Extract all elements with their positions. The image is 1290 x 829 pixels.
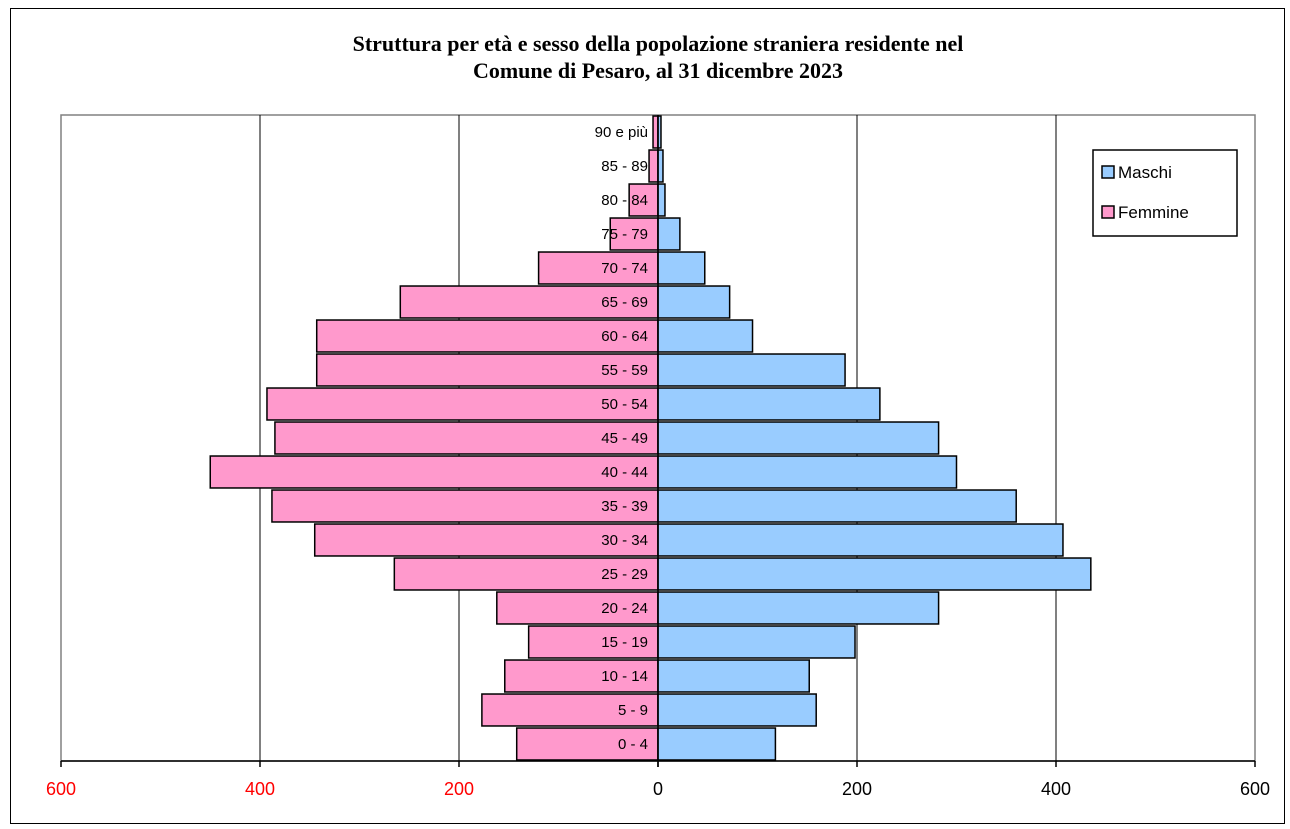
category-label: 55 - 59: [601, 362, 648, 379]
bar-femmine: [315, 353, 659, 387]
bar-maschi: [657, 421, 940, 455]
legend-label: Maschi: [1118, 163, 1172, 182]
category-label: 20 - 24: [601, 600, 648, 617]
category-label: 25 - 29: [601, 566, 648, 583]
bar-maschi: [657, 217, 681, 251]
category-label: 90 e più: [595, 124, 648, 141]
bar-femmine: [393, 557, 659, 591]
x-tick-label: 600: [46, 779, 76, 799]
x-tick-label: 200: [444, 779, 474, 799]
bar-femmine: [609, 217, 659, 251]
category-label: 30 - 34: [601, 532, 648, 549]
category-label: 70 - 74: [601, 260, 648, 277]
bar-femmine: [527, 625, 659, 659]
bars: [209, 115, 1092, 761]
bar-maschi: [657, 489, 1017, 523]
x-tick-label: 0: [653, 779, 663, 799]
x-tick-label: 600: [1240, 779, 1270, 799]
chart-title: Struttura per età e sesso della popolazi…: [0, 30, 1290, 84]
bar-femmine: [481, 693, 659, 727]
category-label: 35 - 39: [601, 498, 648, 515]
chart-title-line1: Struttura per età e sesso della popolazi…: [352, 31, 964, 56]
category-label: 15 - 19: [601, 634, 648, 651]
bar-femmine: [628, 183, 659, 217]
bar-femmine: [515, 727, 659, 761]
bar-maschi: [657, 557, 1092, 591]
category-label: 75 - 79: [601, 226, 648, 243]
bar-maschi: [657, 727, 777, 761]
category-label: 80 - 84: [601, 192, 648, 209]
bar-maschi: [657, 285, 731, 319]
category-label: 5 - 9: [618, 702, 648, 719]
category-label: 65 - 69: [601, 294, 648, 311]
category-label: 85 - 89: [601, 158, 648, 175]
bar-femmine: [496, 591, 659, 625]
category-label: 60 - 64: [601, 328, 648, 345]
bar-femmine: [271, 489, 659, 523]
x-tick-label: 400: [245, 779, 275, 799]
bar-femmine: [266, 387, 659, 421]
bar-maschi: [657, 625, 856, 659]
bar-maschi: [657, 659, 810, 693]
x-axis: 600 400 200 0 200 400 600: [46, 115, 1270, 799]
category-label: 40 - 44: [601, 464, 648, 481]
bar-femmine: [209, 455, 659, 489]
category-label: 10 - 14: [601, 668, 648, 685]
bar-maschi: [657, 251, 706, 285]
bar-maschi: [657, 455, 958, 489]
bar-maschi: [657, 353, 846, 387]
category-label: 50 - 54: [601, 396, 648, 413]
bar-femmine: [313, 523, 659, 557]
bar-maschi: [657, 183, 666, 217]
bar-maschi: [657, 319, 754, 353]
x-tick-label: 200: [842, 779, 872, 799]
legend-swatch: [1101, 205, 1115, 219]
legend-swatch: [1101, 165, 1115, 179]
bar-femmine: [504, 659, 659, 693]
bar-maschi: [657, 523, 1064, 557]
legend: Maschi Femmine: [1092, 149, 1238, 237]
category-labels: 0 - 4 5 - 9 10 - 14 15 - 19 20 - 24 25 - 29 30…: [595, 124, 648, 753]
legend-box: [1092, 149, 1238, 237]
bar-femmine: [274, 421, 659, 455]
bar-maschi: [657, 693, 817, 727]
category-label: 0 - 4: [618, 736, 648, 753]
category-label: 45 - 49: [601, 430, 648, 447]
bar-femmine: [648, 149, 659, 183]
chart-title-line2: Comune di Pesaro, al 31 dicembre 2023: [472, 58, 844, 83]
bar-maschi: [657, 591, 940, 625]
bar-femmine: [399, 285, 659, 319]
bar-femmine: [315, 319, 659, 353]
bar-maschi: [657, 387, 881, 421]
x-tick-label: 400: [1041, 779, 1071, 799]
legend-label: Femmine: [1118, 203, 1189, 222]
